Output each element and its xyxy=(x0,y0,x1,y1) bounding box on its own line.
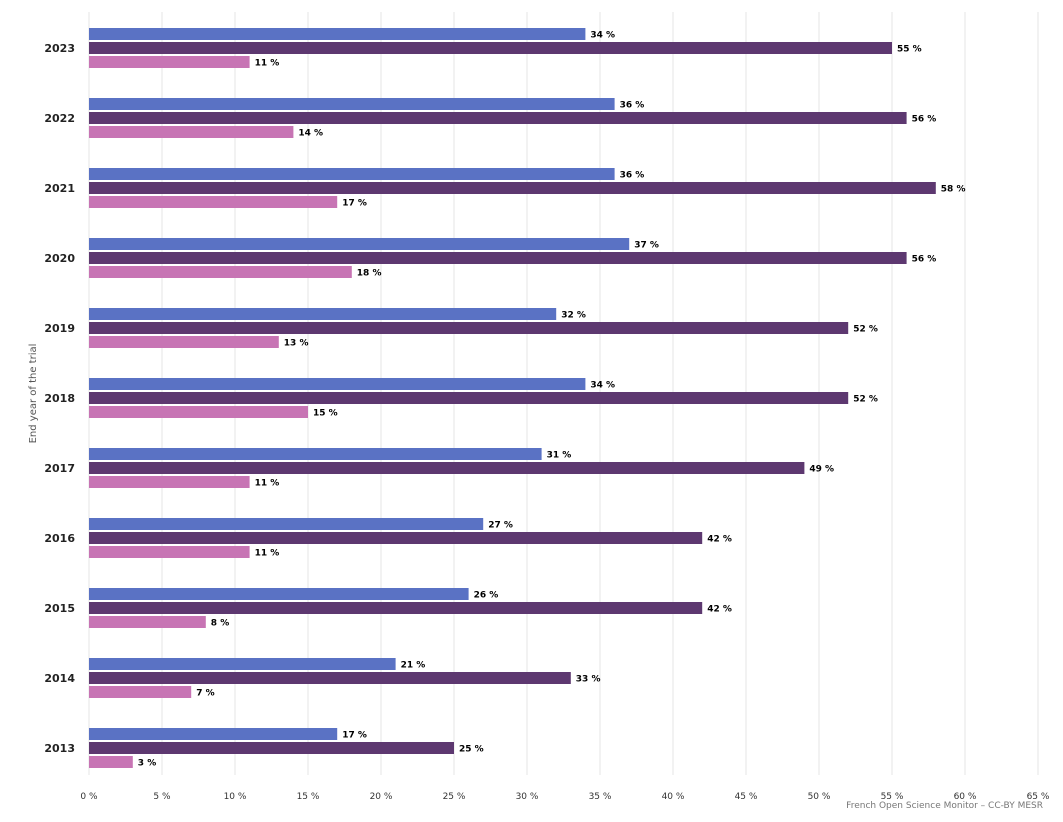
bar xyxy=(89,448,542,460)
data-label: 18 % xyxy=(357,269,382,279)
bar xyxy=(89,238,630,250)
category-label: 2014 xyxy=(44,672,75,685)
x-tick-label: 5 % xyxy=(153,792,171,802)
x-tick-label: 15 % xyxy=(297,792,320,802)
data-label: 32 % xyxy=(561,311,586,321)
data-label: 33 % xyxy=(576,675,601,685)
bar xyxy=(89,546,250,558)
category-label: 2022 xyxy=(44,112,75,125)
data-label: 26 % xyxy=(474,591,499,601)
data-label: 58 % xyxy=(941,185,966,195)
data-label: 25 % xyxy=(459,745,484,755)
bar xyxy=(89,168,615,180)
category-label: 2015 xyxy=(44,602,75,615)
x-tick-label: 50 % xyxy=(808,792,831,802)
data-label: 17 % xyxy=(342,199,367,209)
bar xyxy=(89,532,703,544)
bar xyxy=(89,336,279,348)
bar xyxy=(89,42,892,54)
bar xyxy=(89,588,469,600)
bar xyxy=(89,28,586,40)
x-tick-label: 65 % xyxy=(1027,792,1050,802)
data-label: 52 % xyxy=(853,395,878,405)
bar xyxy=(89,616,206,628)
bar xyxy=(89,112,907,124)
category-label: 2016 xyxy=(44,532,75,545)
data-label: 27 % xyxy=(488,521,513,531)
x-tick-label: 0 % xyxy=(80,792,98,802)
bar xyxy=(89,378,586,390)
data-label: 52 % xyxy=(853,325,878,335)
data-label: 11 % xyxy=(255,59,280,69)
data-label: 15 % xyxy=(313,409,338,419)
data-label: 11 % xyxy=(255,549,280,559)
x-tick-label: 10 % xyxy=(224,792,247,802)
x-tick-label: 60 % xyxy=(954,792,977,802)
bar xyxy=(89,322,849,334)
bar xyxy=(89,98,615,110)
bar xyxy=(89,126,294,138)
x-tick-label: 55 % xyxy=(881,792,904,802)
bar xyxy=(89,742,454,754)
bar xyxy=(89,756,133,768)
data-label: 34 % xyxy=(590,31,615,41)
data-label: 56 % xyxy=(912,115,937,125)
bar xyxy=(89,658,396,670)
bar xyxy=(89,308,557,320)
data-label: 17 % xyxy=(342,731,367,741)
x-tick-label: 30 % xyxy=(516,792,539,802)
data-label: 13 % xyxy=(284,339,309,349)
bar xyxy=(89,602,703,614)
credit-text: French Open Science Monitor – CC-BY MESR xyxy=(846,801,1043,811)
category-label: 2017 xyxy=(44,462,75,475)
bar xyxy=(89,252,907,264)
bar xyxy=(89,728,338,740)
bar xyxy=(89,406,308,418)
data-label: 42 % xyxy=(707,535,732,545)
x-tick-label: 35 % xyxy=(589,792,612,802)
x-tick-label: 25 % xyxy=(443,792,466,802)
category-label: 2023 xyxy=(44,42,75,55)
data-label: 31 % xyxy=(547,451,572,461)
data-label: 55 % xyxy=(897,45,922,55)
data-label: 36 % xyxy=(620,171,645,181)
category-label: 2019 xyxy=(44,322,75,335)
bar xyxy=(89,518,484,530)
category-label: 2018 xyxy=(44,392,75,405)
data-label: 37 % xyxy=(634,241,659,251)
x-tick-label: 40 % xyxy=(662,792,685,802)
data-label: 8 % xyxy=(211,619,229,629)
x-tick-label: 20 % xyxy=(370,792,393,802)
bar xyxy=(89,476,250,488)
bar xyxy=(89,182,936,194)
data-label: 36 % xyxy=(620,101,645,111)
category-label: 2020 xyxy=(44,252,75,265)
bar xyxy=(89,56,250,68)
data-label: 21 % xyxy=(401,661,426,671)
data-label: 49 % xyxy=(809,465,834,475)
data-label: 42 % xyxy=(707,605,732,615)
category-label: 2021 xyxy=(44,182,75,195)
data-label: 34 % xyxy=(590,381,615,391)
data-label: 7 % xyxy=(196,689,214,699)
data-label: 3 % xyxy=(138,759,156,769)
bar xyxy=(89,686,192,698)
bar xyxy=(89,672,571,684)
bar xyxy=(89,266,352,278)
category-label: 2013 xyxy=(44,742,75,755)
data-label: 14 % xyxy=(298,129,323,139)
bar xyxy=(89,196,338,208)
y-axis-title: End year of the trial xyxy=(28,344,39,444)
bar xyxy=(89,462,805,474)
data-label: 56 % xyxy=(912,255,937,265)
bar xyxy=(89,392,849,404)
x-tick-label: 45 % xyxy=(735,792,758,802)
data-label: 11 % xyxy=(255,479,280,489)
